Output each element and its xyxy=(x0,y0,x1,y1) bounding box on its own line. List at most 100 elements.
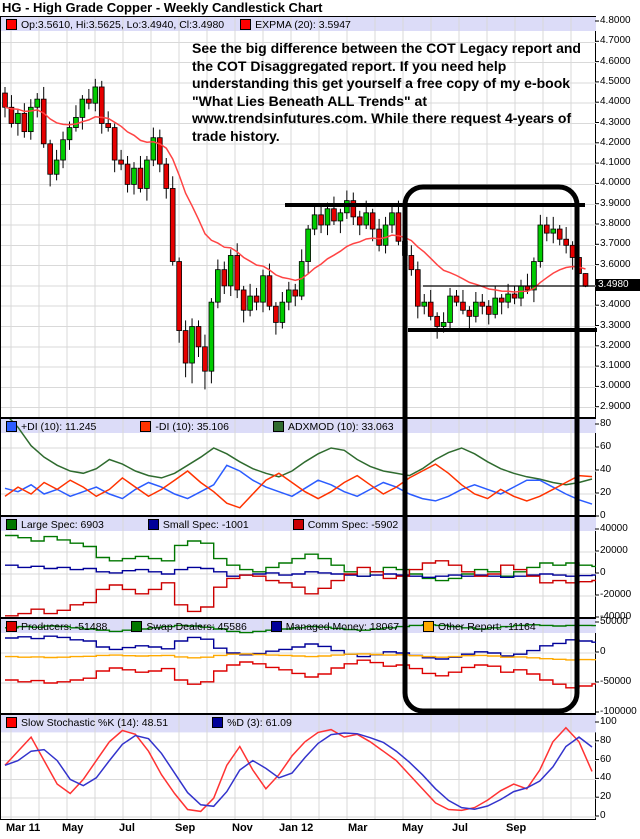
legend-item: Small Spec: -1001 xyxy=(147,518,249,531)
axis-tick-label: 60 xyxy=(600,753,612,765)
legend-label: Comm Spec: -5902 xyxy=(307,518,399,531)
legend-item: Swap Dealers: 45586 xyxy=(131,620,247,633)
axis-tick-label: 4.6000 xyxy=(600,55,631,67)
axis-tick-label: 4.0000 xyxy=(600,177,631,189)
panel-dmi: +DI (10): 11.245 -DI (10): 35.106 ADXMOD (… xyxy=(0,418,596,516)
dmi-plot xyxy=(1,419,596,515)
panel-cot-disaggregated: Producers: -51488 Swap Dealers: 45586 Mana… xyxy=(0,618,596,714)
x-axis-label: May xyxy=(62,822,84,834)
x-axis-label: Sep xyxy=(506,822,527,834)
stochastic-legend: Slow Stochastic %K (14): 48.51 %D (3): 61… xyxy=(6,716,292,729)
legend-item: Op:3.5610, Hi:3.5625, Lo:3.4940, Cl:3.49… xyxy=(6,19,224,31)
axis-tick-label: 40 xyxy=(600,772,612,784)
legend-label: Large Spec: 6903 xyxy=(21,518,104,531)
axis-tick-label: 3.8000 xyxy=(600,218,631,229)
legend-label: EXPMA (20): 3.5947 xyxy=(255,18,351,31)
axis-tick-label: 40 xyxy=(600,464,612,475)
axis-tick-label: 4.2000 xyxy=(600,136,631,148)
legend-label: Other Report: -11164 xyxy=(438,620,536,633)
x-axis-label: Sep xyxy=(175,822,196,834)
axis-tick-label: 3.3000 xyxy=(600,319,631,331)
axis-tick-label: 20 xyxy=(600,487,612,498)
axis-tick-label: 3.0000 xyxy=(600,380,631,392)
axis-tick-label: 3.2000 xyxy=(600,339,631,351)
axis-tick-label: 0 xyxy=(600,567,606,578)
axis-tick-label: 3.1000 xyxy=(600,360,631,372)
legend-label: Slow Stochastic %K (14): 48.51 xyxy=(21,716,169,729)
legend-item: ADXMOD (10): 33.063 xyxy=(272,420,394,433)
axis-tick-label: 3.9000 xyxy=(600,197,631,209)
legend-swatch-icon xyxy=(292,519,304,530)
axis-tick-label: -50000 xyxy=(600,676,632,687)
legend-swatch-icon xyxy=(212,717,224,728)
axis-tick-label: 50000 xyxy=(600,616,628,627)
axis-tick-label: 3.4000 xyxy=(600,299,631,311)
panel-cot-legacy: Large Spec: 6903 Small Spec: -1001 Comm Sp… xyxy=(0,516,596,618)
x-axis-label: Jul xyxy=(452,822,468,834)
legend-swatch-icon xyxy=(6,621,17,632)
legend-item: Large Spec: 6903 xyxy=(6,519,104,531)
axis-tick-label: -40000 xyxy=(600,611,632,622)
legend-item: Other Report: -11164 xyxy=(423,621,536,633)
x-axis-label: Jan 12 xyxy=(279,822,314,834)
legend-swatch-icon xyxy=(131,621,143,632)
annotation-text: See the big difference between the COT L… xyxy=(192,40,581,144)
axis-tick-label: -100000 xyxy=(600,706,637,717)
legend-label: +DI (10): 11.245 xyxy=(21,420,97,433)
axis-tick-label: -20000 xyxy=(600,589,632,600)
legend-label: %D (3): 61.09 xyxy=(227,716,292,729)
legend-item: Managed Money: 18067 xyxy=(270,620,400,633)
cot-legacy-legend: Large Spec: 6903 Small Spec: -1001 Comm Sp… xyxy=(6,518,398,531)
axis-tick-label: 80 xyxy=(600,418,612,429)
axis-tick-label: 3.6000 xyxy=(600,258,631,270)
axis-tick-label: 60 xyxy=(600,441,612,452)
legend-label: ADXMOD (10): 33.063 xyxy=(287,420,394,433)
dmi-legend: +DI (10): 11.245 -DI (10): 35.106 ADXMOD (… xyxy=(6,420,394,433)
chart-title: HG - High Grade Copper - Weekly Candlest… xyxy=(2,0,323,15)
stochastic-plot xyxy=(1,715,596,819)
legend-item: +DI (10): 11.245 xyxy=(6,421,96,433)
axis-tick-label: 80 xyxy=(600,734,612,746)
legend-swatch-icon xyxy=(240,19,252,30)
cot-disaggregated-plot xyxy=(1,619,596,713)
legend-label: Op:3.5610, Hi:3.5625, Lo:3.4940, Cl:3.49… xyxy=(21,18,225,31)
axis-tick-label: 20000 xyxy=(600,545,628,556)
axis-tick-label: 0 xyxy=(600,646,606,657)
axis-tick-label: 0 xyxy=(600,810,606,821)
legend-item: Producers: -51488 xyxy=(6,621,107,633)
legend-label: Producers: -51488 xyxy=(21,620,108,633)
axis-tick-label: 4.3000 xyxy=(600,116,631,128)
x-axis-label: Jul xyxy=(119,822,135,834)
legend-swatch-icon xyxy=(147,519,159,530)
axis-tick-label: 4.4000 xyxy=(600,96,631,108)
axis-tick-label: 20 xyxy=(600,791,612,803)
cot-disaggregated-legend: Producers: -51488 Swap Dealers: 45586 Mana… xyxy=(6,620,536,633)
panel-stochastic: Slow Stochastic %K (14): 48.51 %D (3): 61… xyxy=(0,714,596,820)
legend-item: Slow Stochastic %K (14): 48.51 xyxy=(6,717,168,729)
legend-label: Swap Dealers: 45586 xyxy=(146,620,247,633)
last-price-tag: 3.4980 xyxy=(596,279,640,292)
axis-tick-label: 4.8000 xyxy=(600,15,631,26)
legend-label: Small Spec: -1001 xyxy=(162,518,249,531)
legend-swatch-icon xyxy=(423,621,435,632)
legend-swatch-icon xyxy=(6,421,17,432)
x-axis-label: Mar xyxy=(348,822,368,834)
legend-swatch-icon xyxy=(272,421,284,432)
legend-swatch-icon xyxy=(6,19,17,30)
axis-tick-label: 100 xyxy=(600,716,617,727)
legend-swatch-icon xyxy=(270,621,282,632)
legend-swatch-icon xyxy=(140,421,152,432)
cot-legacy-plot xyxy=(1,517,596,617)
legend-item: -DI (10): 35.106 xyxy=(140,421,229,433)
axis-tick-label: 4.7000 xyxy=(600,35,631,47)
legend-swatch-icon xyxy=(6,519,17,530)
legend-item: EXPMA (20): 3.5947 xyxy=(240,19,351,31)
axis-tick-label: 3.7000 xyxy=(600,238,631,250)
legend-label: Managed Money: 18067 xyxy=(285,620,400,633)
x-axis-label: May xyxy=(402,822,424,834)
x-axis-label: Nov xyxy=(232,822,253,834)
axis-tick-label: 40000 xyxy=(600,523,628,534)
axis-tick-label: 4.1000 xyxy=(600,157,631,169)
legend-label: -DI (10): 35.106 xyxy=(155,420,229,433)
legend-swatch-icon xyxy=(6,717,17,728)
